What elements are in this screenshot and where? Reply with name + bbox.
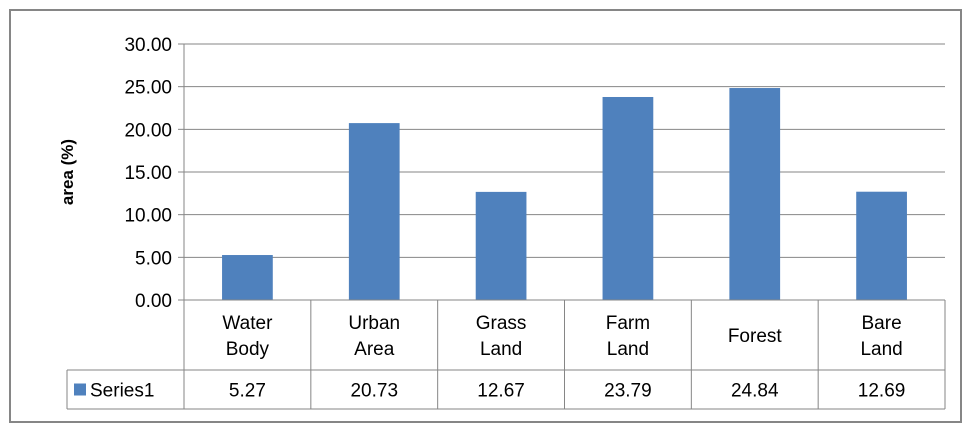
category-label: Land — [607, 339, 649, 360]
data-table-value: 5.27 — [229, 381, 266, 402]
y-tick-label: 0.00 — [135, 291, 172, 312]
y-tick-labels: 0.00 5.00 10.00 15.00 20.00 25.00 30.00 — [124, 35, 172, 312]
category-label: Farm — [606, 313, 650, 334]
y-tick-label: 15.00 — [124, 163, 172, 184]
gridlines — [178, 43, 945, 385]
y-tick-label: 30.00 — [124, 35, 172, 56]
category-label: Water — [222, 313, 273, 334]
y-axis-title: area (%) — [58, 139, 77, 205]
data-table-value: 12.67 — [477, 381, 525, 402]
bar — [348, 123, 400, 300]
category-label: Land — [480, 339, 522, 360]
bar — [222, 255, 273, 300]
y-tick-label: 20.00 — [124, 120, 172, 141]
bar — [602, 96, 654, 300]
bars — [222, 88, 907, 300]
category-label: Bare — [862, 313, 902, 334]
data-table-value: 20.73 — [350, 381, 398, 402]
category-label: Land — [860, 339, 902, 360]
y-tick-label: 10.00 — [124, 206, 172, 227]
data-table-value: 23.79 — [604, 381, 652, 402]
legend-label: Series1 — [90, 381, 154, 402]
category-label: Grass — [476, 313, 527, 334]
category-label: Body — [226, 339, 270, 360]
legend-swatch — [74, 383, 86, 396]
data-table-value: 24.84 — [731, 381, 779, 402]
category-label: Area — [354, 339, 395, 360]
data-table-value: 12.69 — [858, 381, 906, 402]
data-table: Water Body Urban Area Grass Land Farm Land Fores… — [66, 299, 946, 410]
y-tick-label: 25.00 — [124, 78, 172, 99]
bar — [856, 191, 907, 300]
bar — [729, 88, 781, 300]
bar — [475, 191, 527, 300]
category-label: Forest — [728, 326, 783, 347]
category-label: Urban — [348, 313, 400, 334]
y-tick-label: 5.00 — [135, 248, 172, 269]
